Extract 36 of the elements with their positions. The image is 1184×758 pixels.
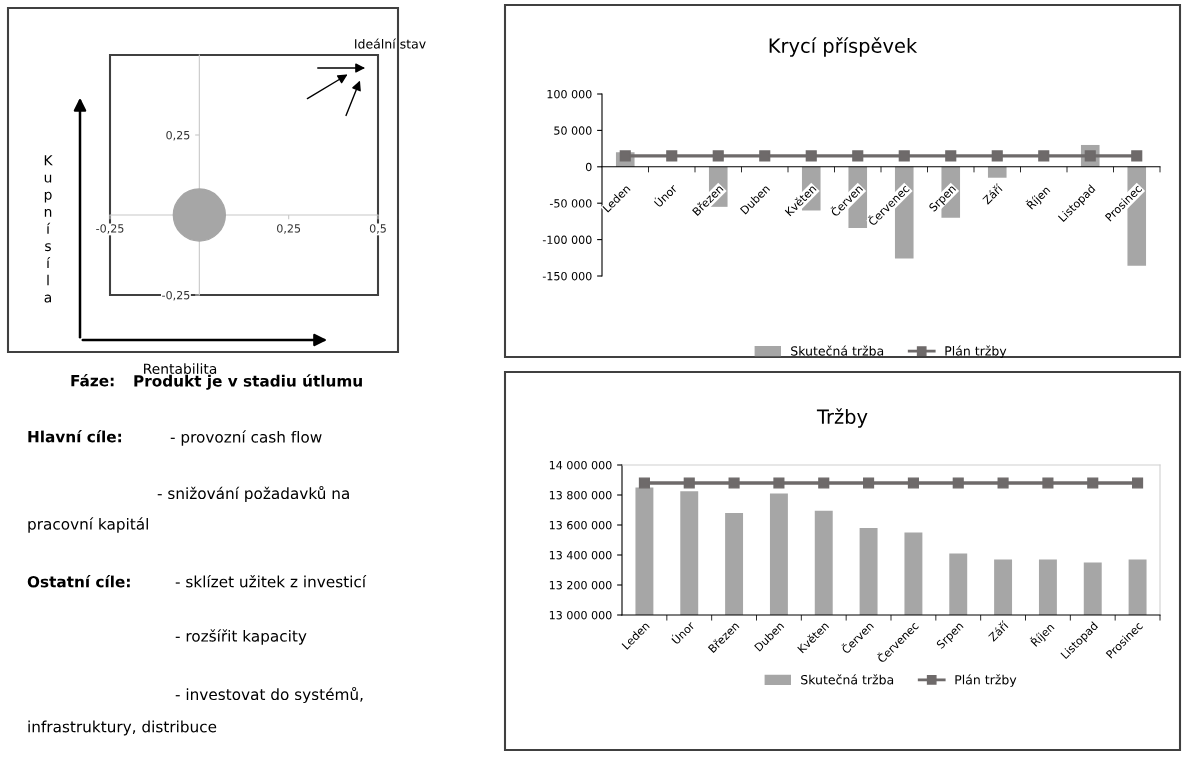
y-tick-label: -100 000	[542, 235, 592, 244]
text: infrastruktury, distribuce	[28, 720, 217, 736]
y-tick-label: 13 200 000	[549, 580, 612, 590]
bar	[987, 166, 1007, 178]
y-tick-label: 13 400 000	[549, 550, 612, 560]
x-tick-label: -0,25	[96, 224, 124, 234]
y-tick-label: 13 800 000	[549, 490, 612, 500]
text: Produkt je v stadiu útlumu	[134, 374, 362, 390]
y-tick-label: 13 600 000	[549, 520, 612, 530]
text: Hlavní cíle:	[28, 430, 122, 443]
y-tick-label: -150 000	[542, 271, 592, 281]
x-tick-label: 0,5	[369, 224, 386, 234]
y-tick-label: 100 000	[547, 89, 592, 99]
chart-title: Krycí příspěvek	[769, 37, 918, 57]
text: - sklízet užitek z investicí	[175, 575, 367, 588]
text: pracovní kapitál	[28, 517, 148, 533]
text: Kupnísíla	[44, 155, 53, 303]
text: - snižování požadavků na	[157, 485, 349, 503]
text: Fáze:	[71, 374, 114, 387]
text: - provozní cash flow	[170, 430, 322, 446]
legend-label: Skutečná tržba	[791, 345, 884, 356]
legend-label: Plán tržby	[955, 674, 1017, 687]
text: - rozšířit kapacity	[175, 629, 307, 645]
y-tick-label: 0	[585, 162, 592, 172]
text: Ideální stav	[355, 38, 426, 49]
legend-label: Skutečná tržba	[801, 674, 894, 685]
y-tick-label: 13 000 000	[549, 610, 612, 620]
chart-title: Tržby	[816, 408, 868, 428]
y-tick-label: 50 000	[554, 126, 592, 135]
y-tick-label: -50 000	[549, 199, 592, 208]
x-axis-title: Rentabilita	[144, 363, 217, 375]
y-tick-label: 14 000 000	[549, 460, 612, 470]
text: - investovat do systémů,	[175, 686, 363, 704]
x-tick-label: 0,25	[277, 224, 301, 234]
legend-label: Plán tržby	[945, 345, 1007, 359]
text: Ostatní cíle:	[27, 575, 130, 588]
